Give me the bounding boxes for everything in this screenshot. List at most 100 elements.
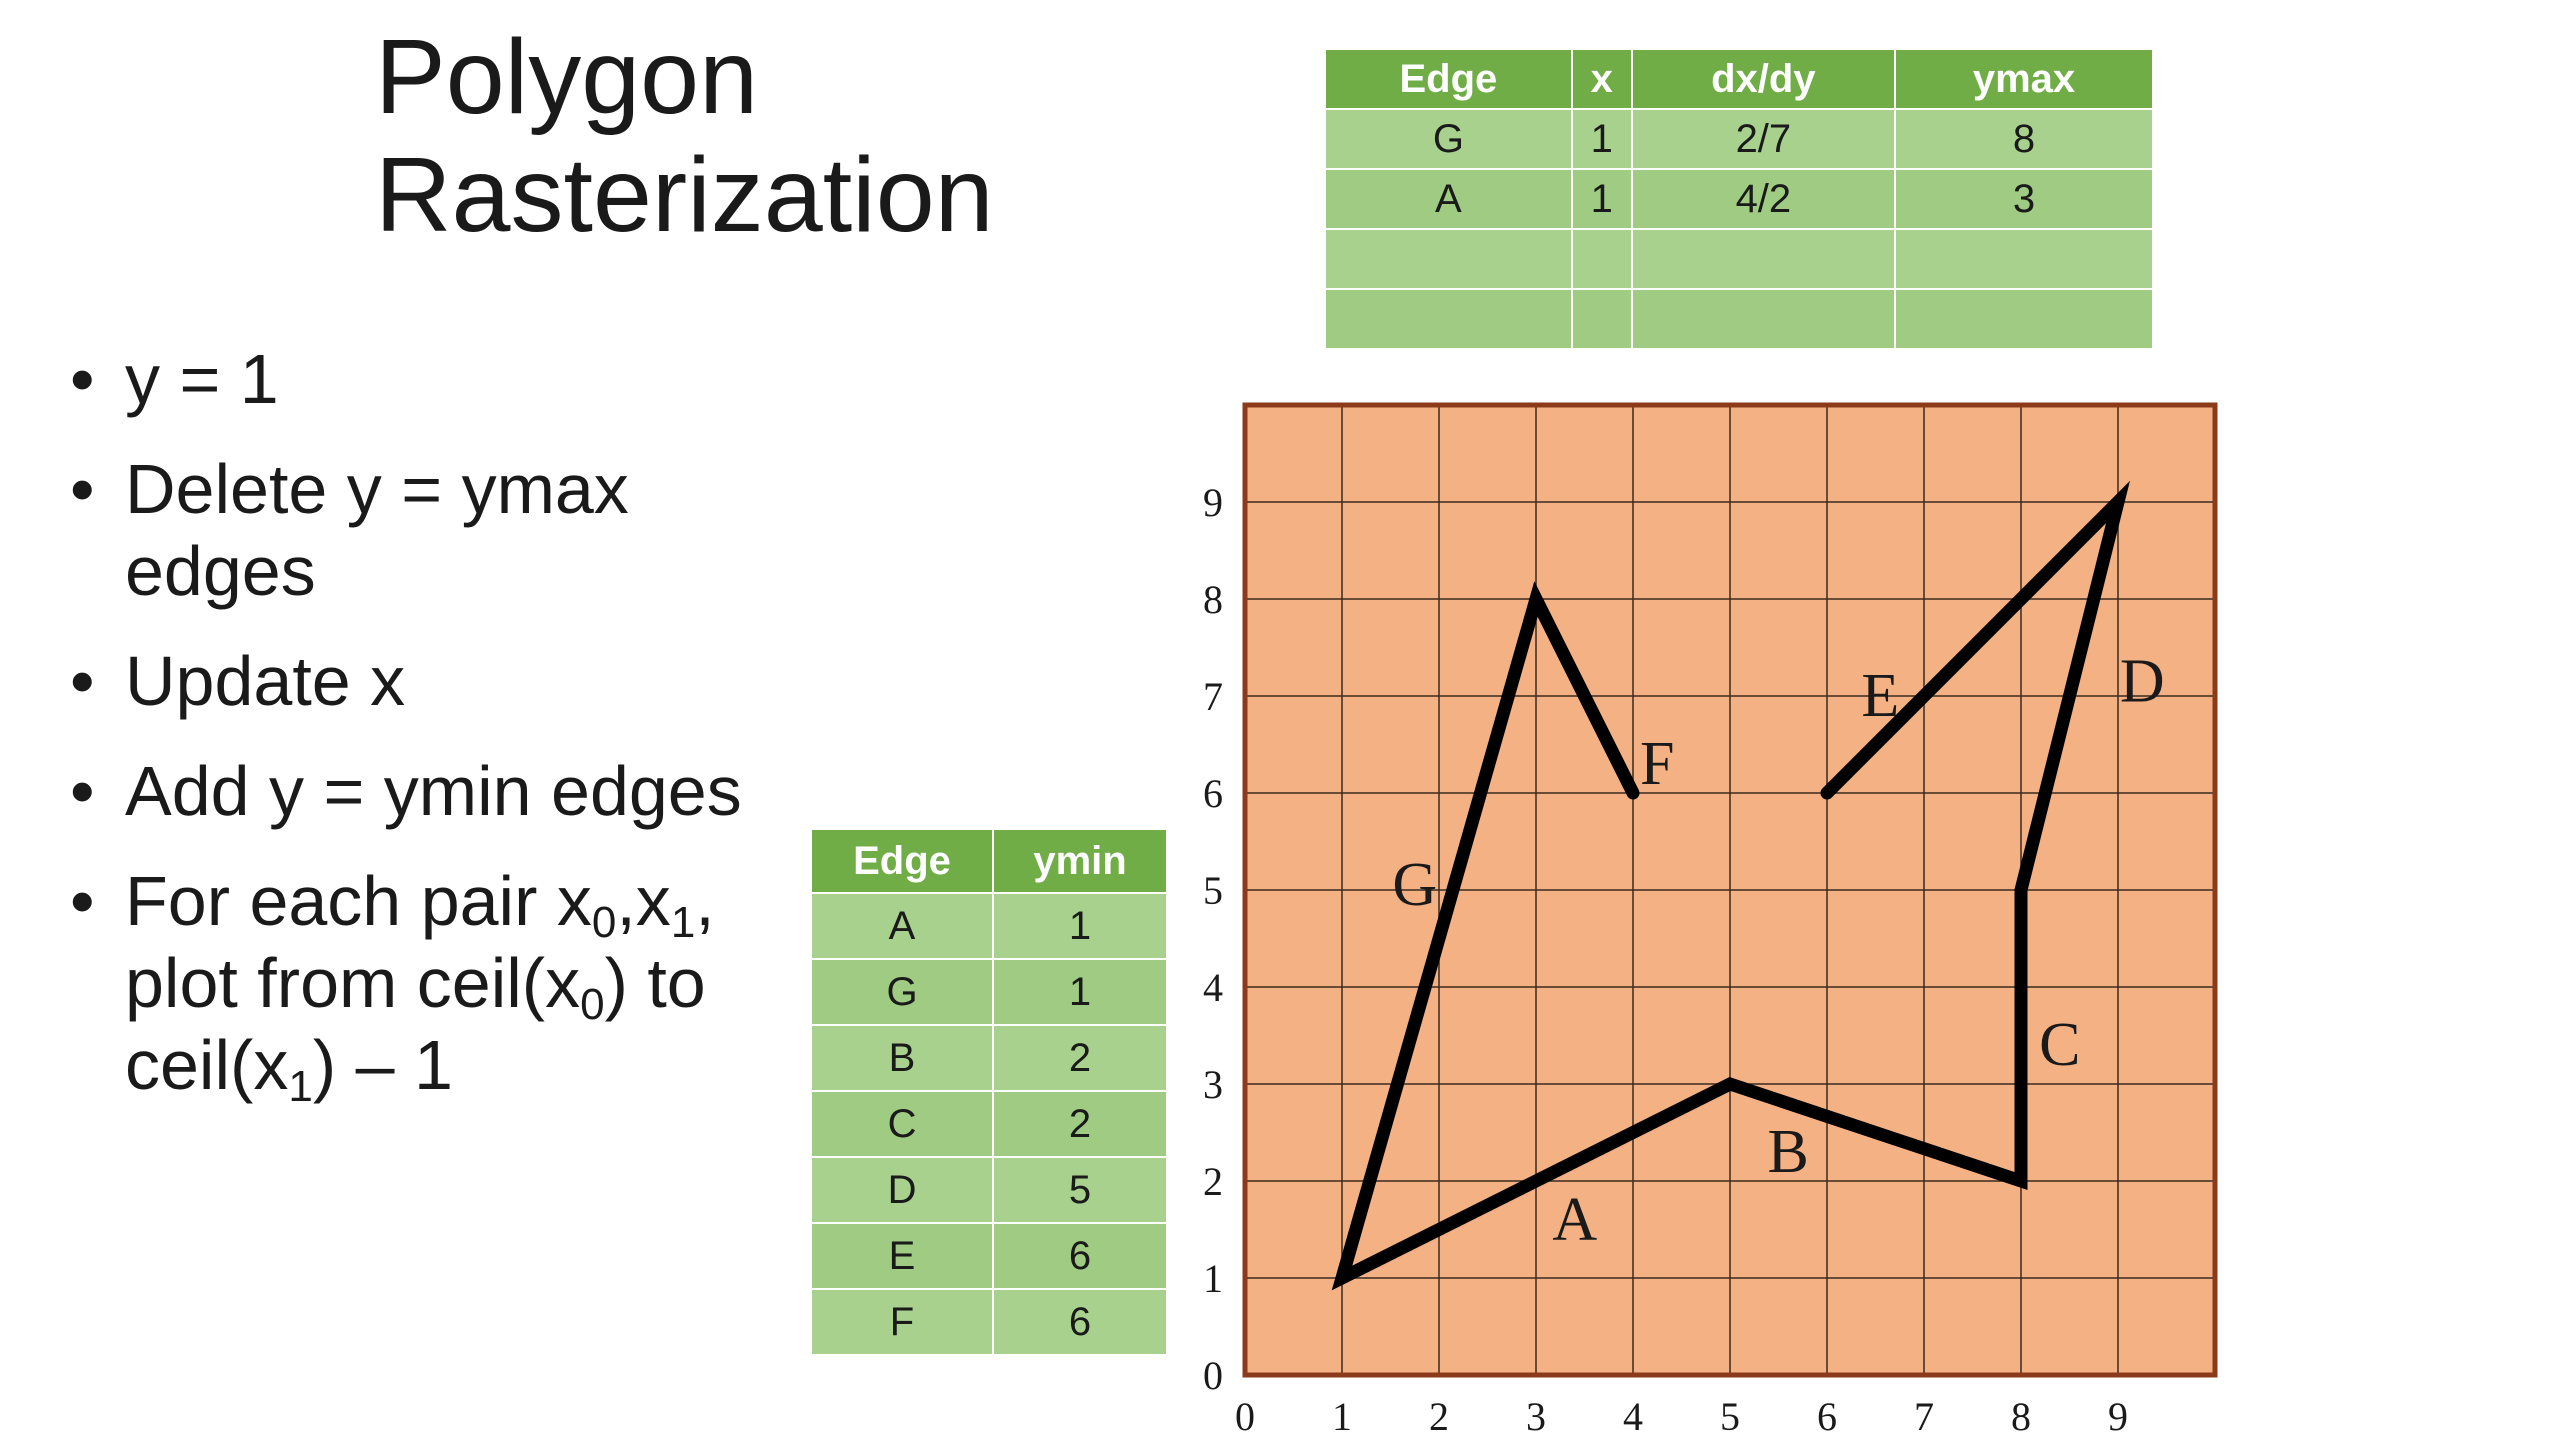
bullet-item: For each pair x0,x1, plot from ceil(x0) … — [70, 860, 790, 1109]
x-tick-label: 0 — [1235, 1394, 1255, 1439]
y-tick-label: 8 — [1203, 577, 1223, 622]
table-row: A 1 4/2 3 — [1324, 168, 2154, 230]
table-cell: 2 — [992, 1090, 1168, 1158]
table-cell — [1894, 288, 2154, 350]
table-cell — [1570, 228, 1633, 290]
column-header: x — [1570, 48, 1633, 110]
table-row — [1324, 288, 2154, 350]
bullet-text: For each pair x — [125, 862, 592, 940]
bullet-item: y = 1 — [70, 338, 790, 420]
table-header-row: Edge x dx/dy ymax — [1324, 48, 2154, 110]
y-tick-label: 5 — [1203, 868, 1223, 913]
edge-label: F — [1640, 730, 1674, 798]
column-header: dx/dy — [1630, 48, 1897, 110]
table-cell — [1894, 228, 2154, 290]
y-tick-label: 1 — [1203, 1256, 1223, 1301]
bullet-text: y = 1 — [125, 340, 279, 418]
table-cell — [1630, 228, 1897, 290]
x-tick-label: 5 — [1720, 1394, 1740, 1439]
table-cell — [1570, 288, 1633, 350]
table-cell: G — [1324, 108, 1573, 170]
polygon-grid-diagram: 0 1 2 3 4 5 6 7 8 9 0 1 2 3 4 5 6 7 8 9 A B C D E F G — [1203, 402, 2218, 1439]
table-cell: 6 — [992, 1288, 1168, 1356]
table-cell: 2/7 — [1630, 108, 1897, 170]
bullet-text: Add y = ymin edges — [125, 752, 742, 830]
title-line-1: Polygon — [375, 18, 759, 136]
column-header: Edge — [1324, 48, 1573, 110]
table-header-row: Edge ymin — [809, 828, 1168, 894]
column-header: ymax — [1894, 48, 2154, 110]
y-tick-label: 4 — [1203, 965, 1223, 1010]
table-cell: E — [809, 1222, 995, 1290]
table-cell — [1324, 288, 1573, 350]
bullet-list: y = 1 Delete y = ymax edges Update x Add… — [70, 338, 790, 1134]
bullet-text: Update x — [125, 642, 406, 720]
table-cell: 6 — [992, 1222, 1168, 1290]
y-tick-label: 7 — [1203, 674, 1223, 719]
table-cell: 5 — [992, 1156, 1168, 1224]
edge-label: B — [1768, 1118, 1809, 1186]
table-cell: 1 — [1570, 168, 1633, 230]
slide-title: Polygon Rasterization — [375, 18, 994, 254]
x-tick-label: 4 — [1623, 1394, 1643, 1439]
y-tick-label: 0 — [1203, 1353, 1223, 1398]
table-cell: B — [809, 1024, 995, 1092]
y-tick-label: 9 — [1203, 480, 1223, 525]
bullet-item: Add y = ymin edges — [70, 750, 790, 832]
bullet-item: Update x — [70, 640, 790, 722]
subscript: 1 — [670, 898, 696, 947]
table-cell: G — [809, 958, 995, 1026]
subscript: 0 — [580, 980, 605, 1029]
bullet-text: ,x — [616, 862, 671, 940]
bullet-text: ) to ceil(x — [125, 944, 706, 1104]
table-cell: 4/2 — [1630, 168, 1897, 230]
table-row — [1324, 228, 2154, 290]
x-tick-label: 7 — [1914, 1394, 1934, 1439]
column-header: Edge — [809, 828, 995, 894]
x-tick-label: 6 — [1817, 1394, 1837, 1439]
table-cell — [1630, 288, 1897, 350]
edge-label: G — [1392, 851, 1437, 919]
table-row: G 1 2/7 8 — [1324, 108, 2154, 170]
table-cell: 2 — [992, 1024, 1168, 1092]
y-tick-label: 6 — [1203, 771, 1223, 816]
grid-border — [1242, 402, 2218, 1378]
edge-label: A — [1552, 1186, 1597, 1254]
x-tick-label: 8 — [2011, 1394, 2031, 1439]
x-tick-label: 3 — [1526, 1394, 1546, 1439]
y-tick-label: 3 — [1203, 1062, 1223, 1107]
table-cell: 8 — [1894, 108, 2154, 170]
subscript: 0 — [591, 898, 617, 947]
y-tick-label: 2 — [1203, 1159, 1223, 1204]
edge-label: E — [1861, 662, 1899, 730]
edge-label: C — [2039, 1011, 2080, 1079]
table-cell: 1 — [992, 892, 1168, 960]
x-tick-label: 1 — [1332, 1394, 1352, 1439]
table-cell: C — [809, 1090, 995, 1158]
table-cell: A — [809, 892, 995, 960]
table-cell — [1324, 228, 1573, 290]
x-tick-label: 9 — [2108, 1394, 2128, 1439]
title-line-2: Rasterization — [375, 136, 994, 254]
bullet-text: Delete y = ymax edges — [125, 450, 629, 610]
edge-label: D — [2120, 647, 2165, 715]
bullet-text: ) – 1 — [312, 1026, 453, 1104]
table-cell: 3 — [1894, 168, 2154, 230]
bullet-item: Delete y = ymax edges — [70, 448, 790, 612]
subscript: 1 — [288, 1062, 313, 1111]
active-edge-table: Edge x dx/dy ymax G 1 2/7 8 A 1 4/2 3 — [1324, 48, 2154, 350]
table-cell: 1 — [1570, 108, 1633, 170]
table-cell: 1 — [992, 958, 1168, 1026]
x-tick-label: 2 — [1429, 1394, 1449, 1439]
polygon-outline — [1331, 480, 2130, 1291]
bullet-text: , plot from ceil(x — [125, 862, 715, 1022]
column-header: ymin — [992, 828, 1168, 894]
